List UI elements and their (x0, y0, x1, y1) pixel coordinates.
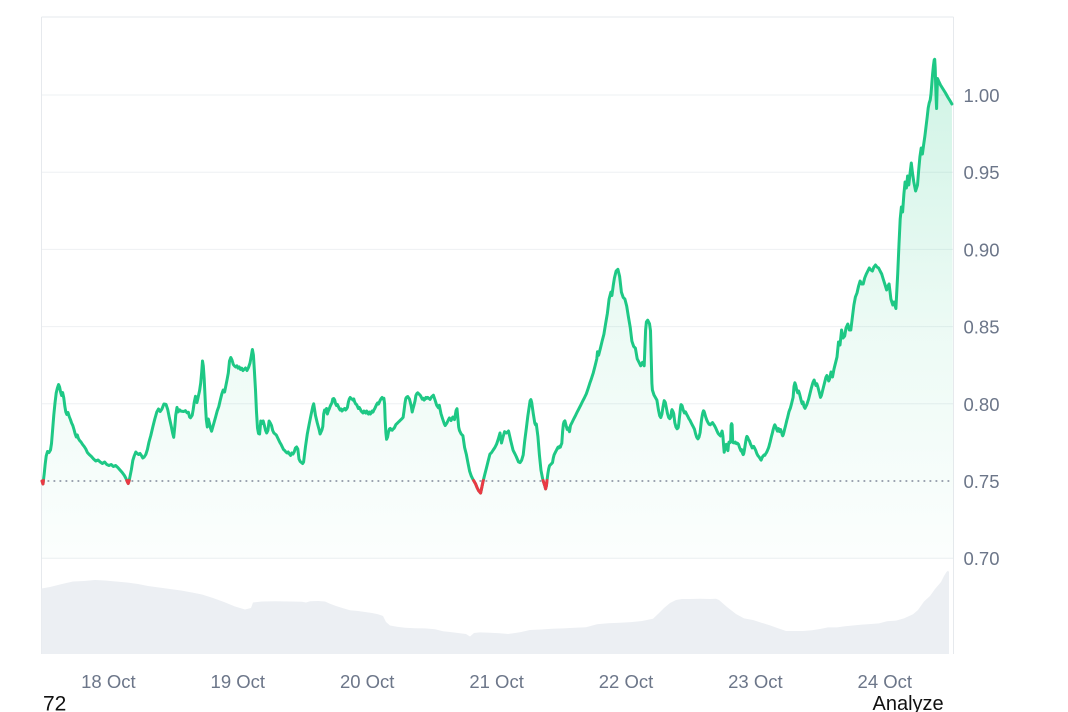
svg-text:0.80: 0.80 (964, 394, 1000, 415)
svg-text:19 Oct: 19 Oct (211, 671, 266, 692)
svg-text:0.90: 0.90 (964, 239, 1000, 260)
svg-text:0.70: 0.70 (964, 548, 1000, 569)
svg-text:21 Oct: 21 Oct (469, 671, 524, 692)
svg-text:0.75: 0.75 (964, 471, 1000, 492)
svg-text:0.85: 0.85 (964, 317, 1000, 338)
svg-text:0.95: 0.95 (964, 162, 1000, 183)
svg-text:20 Oct: 20 Oct (340, 671, 395, 692)
svg-text:1.00: 1.00 (964, 85, 1000, 106)
svg-text:18 Oct: 18 Oct (81, 671, 136, 692)
svg-text:24 Oct: 24 Oct (858, 671, 913, 692)
svg-text:22 Oct: 22 Oct (599, 671, 654, 692)
svg-text:23 Oct: 23 Oct (728, 671, 783, 692)
svg-text:Analyze: Analyze (873, 693, 944, 712)
svg-text:72: 72 (43, 693, 66, 712)
